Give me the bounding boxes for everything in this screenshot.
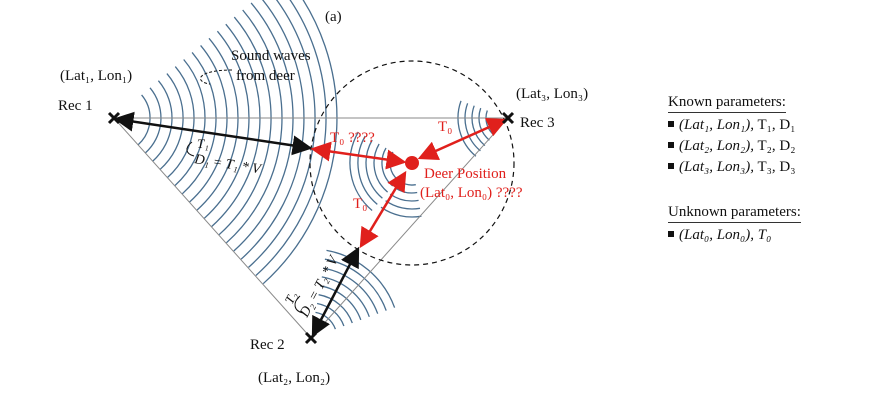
receiver-2-marker (304, 331, 318, 345)
wave-arc (255, 0, 327, 276)
wave-arc (189, 44, 228, 203)
wave-arc (389, 193, 419, 202)
deer-uncertainty-circle (309, 60, 515, 266)
wave-arc (399, 180, 416, 186)
d1-label: D₁ = T₁ * V (192, 152, 263, 178)
t2-pointer (294, 295, 304, 314)
wave-arc (320, 285, 362, 321)
sound-waves-label: Sound waves (231, 48, 311, 64)
unknown-parameters-panel: Unknown parameters: (Lat₀, Lon₀), T₀ (668, 204, 801, 244)
rec2-coord: (Lat₂, Lon₂) (258, 370, 330, 386)
wave-arc (225, 9, 283, 244)
known-parameters-panel: Known parameters: (Lat₁, Lon₁), T₁, D₁ (… (668, 94, 795, 176)
rec1-label: Rec 1 (58, 98, 93, 114)
t0-arrow-rec1 (310, 141, 407, 170)
wave-arc (152, 80, 173, 162)
deer-position-marker (405, 156, 419, 170)
triangle-edge-1-2 (113, 117, 312, 339)
wave-arc (373, 143, 389, 193)
sound-waves-callout (200, 69, 233, 85)
panel-label: (a) (325, 9, 342, 25)
t0-unknown-label: T₀ ???? (330, 130, 375, 146)
receiver-1-marker (107, 111, 121, 125)
t1-label: T₁ (197, 136, 209, 151)
wave-arc (478, 107, 490, 141)
wave-arc (471, 105, 486, 147)
known-param-row-3: (Lat₃, Lon₃), T₃, D₃ (668, 159, 795, 176)
bullet-icon (668, 142, 674, 148)
triangle-edge-2-3 (310, 117, 509, 339)
rec3-coord: (Lat₃, Lon₃) (516, 86, 588, 102)
bullet-icon (668, 163, 674, 169)
wave-arc (394, 187, 418, 194)
sound-waves-label-2: from deer (236, 68, 295, 84)
bullet-icon (668, 231, 674, 237)
rec2-label: Rec 2 (250, 337, 285, 353)
deer-position-coord: (Lat₀, Lon₀) ???? (420, 185, 523, 201)
wave-arc (485, 110, 495, 136)
wave-arc (144, 87, 162, 154)
t0-rec2-label: T₀ (353, 196, 367, 212)
distance-d1-arrow (113, 111, 313, 156)
t2-label: T₂ (281, 289, 300, 307)
t0-arrow-rec2 (359, 170, 407, 249)
wave-arc (385, 200, 421, 210)
bullet-icon (668, 121, 674, 127)
wave-arc (137, 94, 151, 146)
rec1-coord: (Lat₁, Lon₁) (60, 68, 132, 84)
wave-arc (381, 147, 394, 187)
t0-rec3-label: T₀ (438, 119, 452, 135)
sound-waves-rec1 (137, 0, 338, 285)
known-param-row-2: (Lat₂, Lon₂), T₂, D₂ (668, 138, 795, 155)
wave-arc (262, 0, 338, 285)
unknown-parameters-title: Unknown parameters: (668, 204, 801, 223)
known-param-row-1: (Lat₁, Lon₁), T₁, D₁ (668, 117, 795, 134)
receiver-3-marker (501, 111, 515, 125)
distance-d2-arrow (311, 246, 360, 338)
unknown-param-row-1: (Lat₀, Lon₀), T₀ (668, 227, 801, 244)
t0-arrow-rec3 (417, 118, 508, 160)
wave-arc (240, 0, 305, 260)
rec3-label: Rec 3 (520, 115, 555, 131)
deer-position-label: Deer Position (424, 166, 507, 182)
t1-pointer (186, 141, 195, 157)
known-parameters-title: Known parameters: (668, 94, 786, 113)
wave-arc (389, 151, 399, 181)
